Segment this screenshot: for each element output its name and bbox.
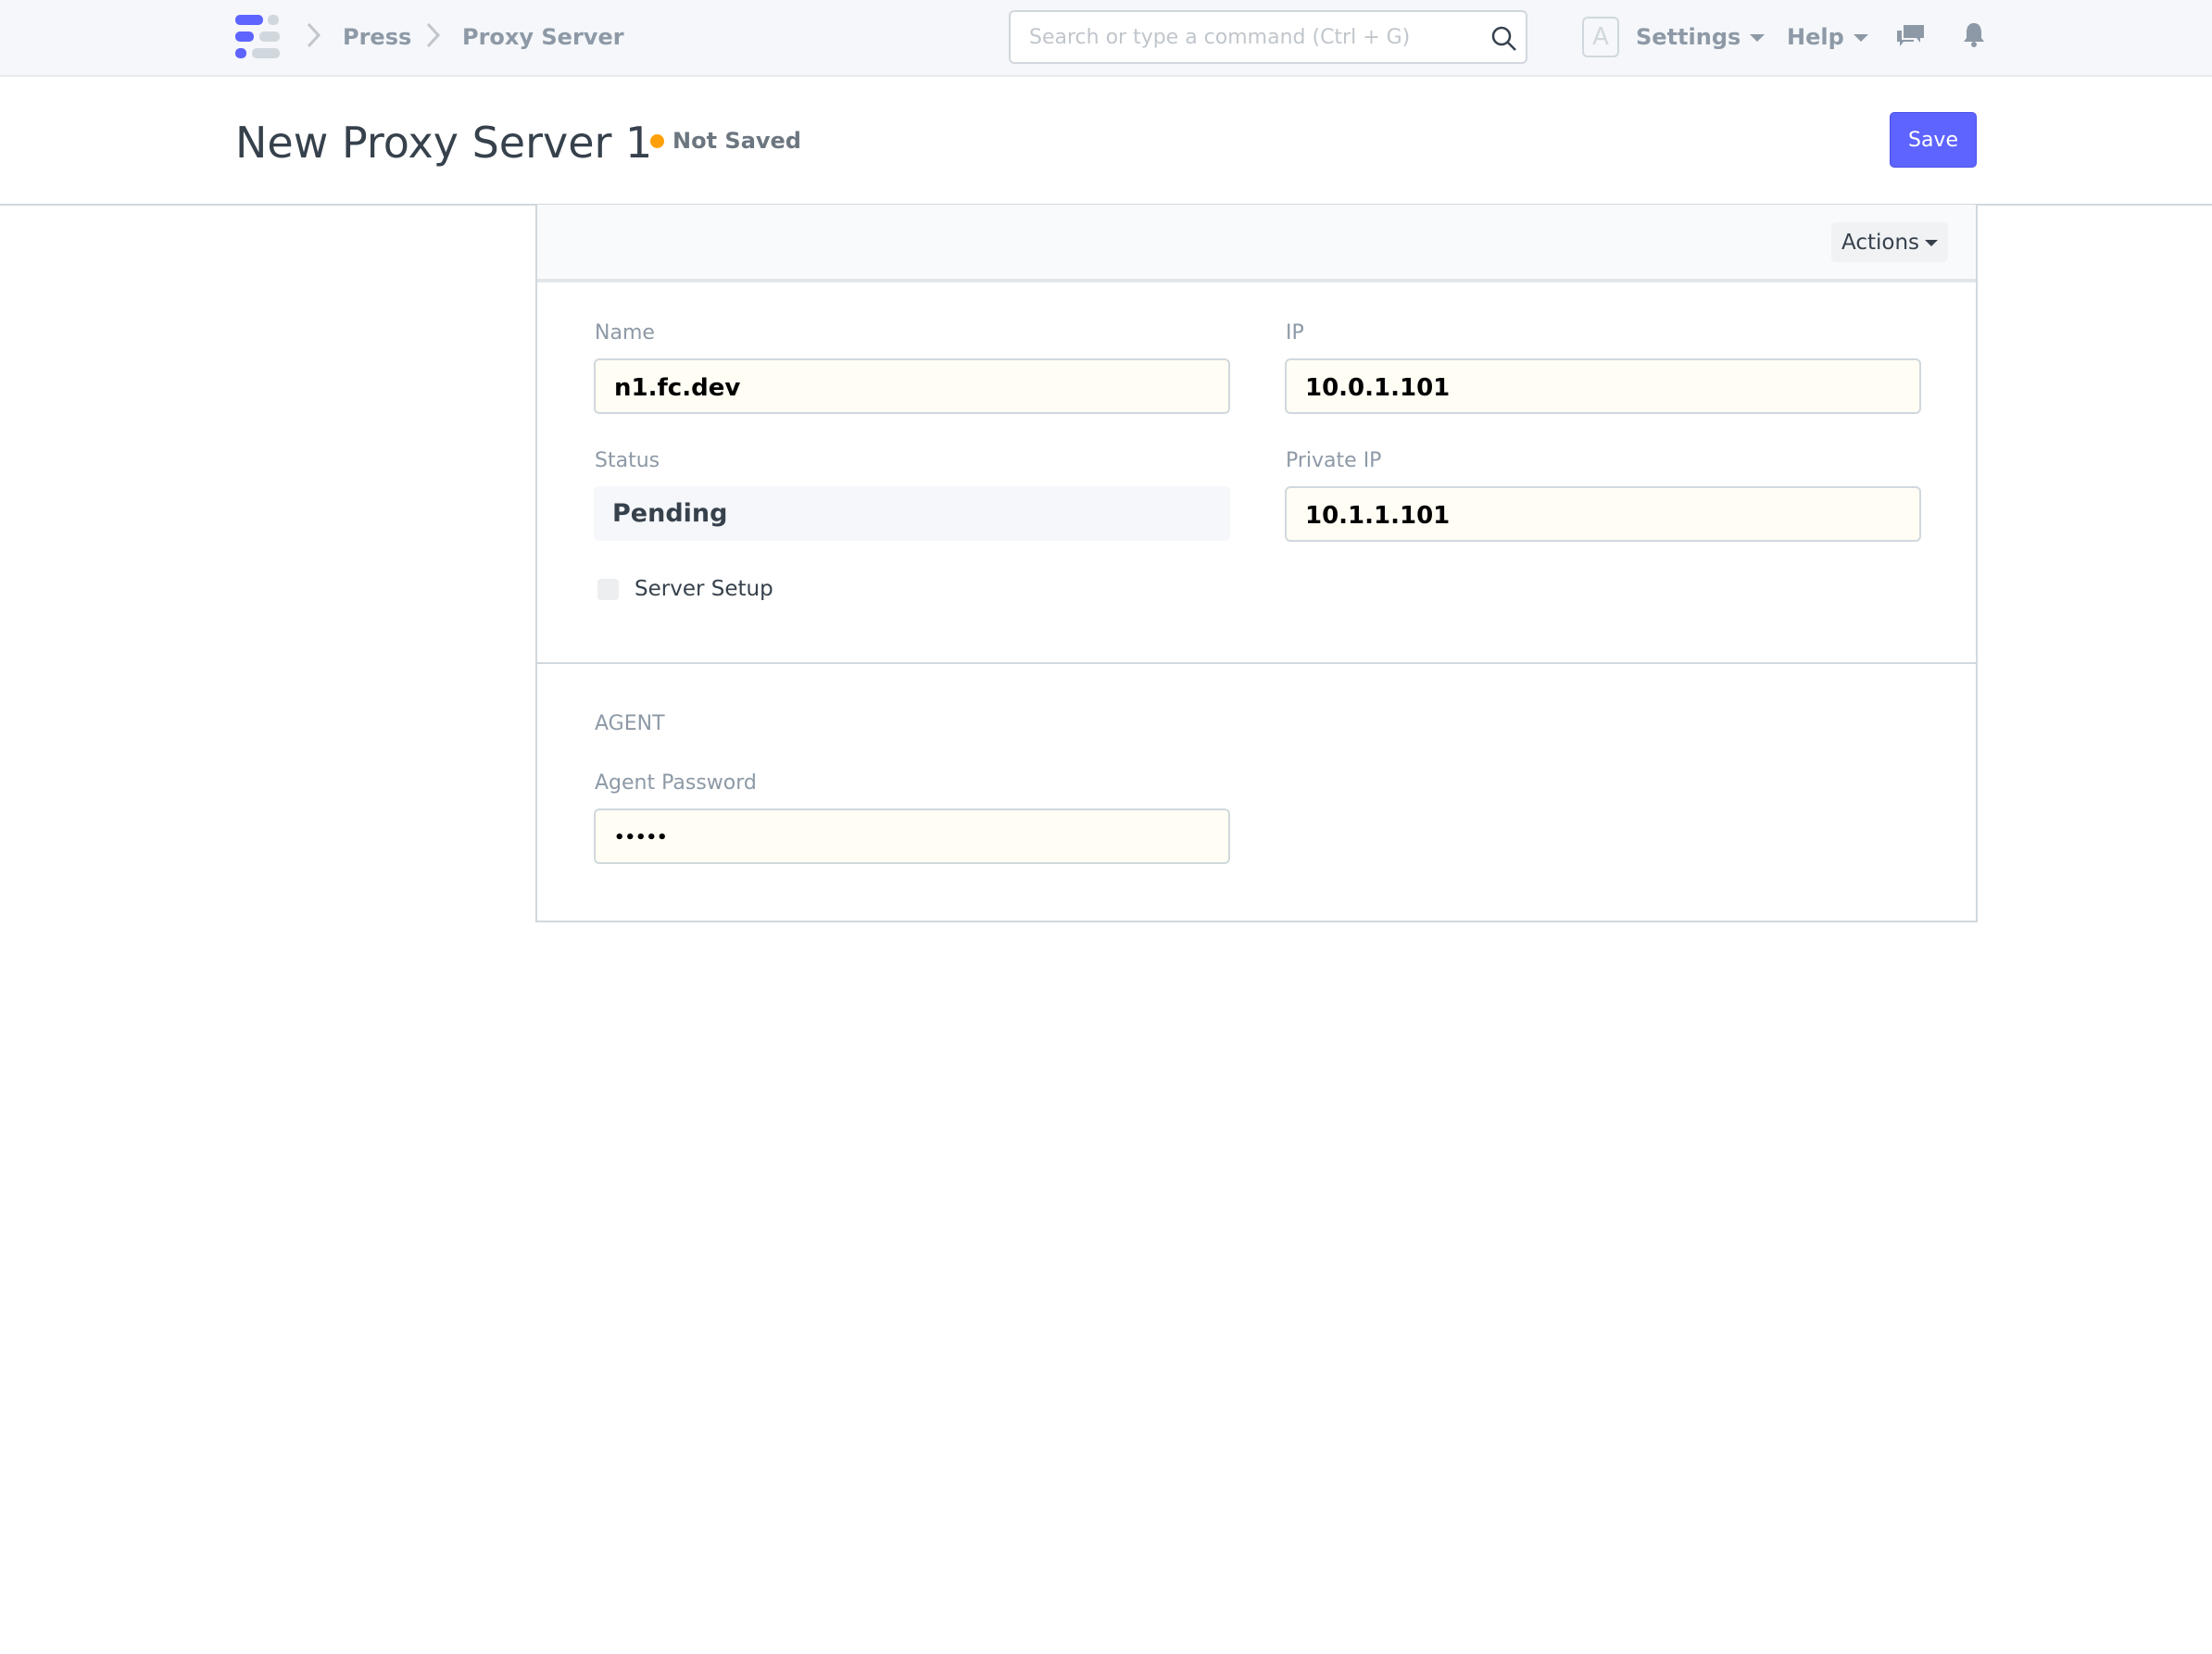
agent-password-label: Agent Password: [595, 771, 757, 795]
status-field: Pending: [594, 486, 1230, 541]
actions-label: Actions: [1841, 230, 1919, 255]
caret-down-icon: [1853, 34, 1868, 42]
settings-menu[interactable]: Settings: [1636, 24, 1766, 50]
status-label: Status: [595, 449, 660, 472]
name-input[interactable]: n1.fc.dev: [594, 358, 1230, 414]
search-input[interactable]: [1029, 12, 1474, 62]
server-setup-label: Server Setup: [635, 577, 773, 601]
caret-down-icon: [1750, 34, 1766, 42]
form-toolbar: Actions: [537, 205, 1976, 282]
name-label: Name: [595, 321, 655, 345]
settings-label: Settings: [1636, 24, 1741, 50]
help-menu[interactable]: Help: [1787, 24, 1868, 50]
search-bar: [1009, 10, 1527, 64]
form-card: Actions Name n1.fc.dev IP 10.0.1.101 Sta…: [535, 205, 1978, 922]
ip-label: IP: [1286, 321, 1304, 345]
page-title: New Proxy Server 1: [235, 118, 653, 168]
avatar[interactable]: A: [1582, 17, 1619, 57]
bell-icon[interactable]: [1962, 21, 1986, 49]
search-icon[interactable]: [1490, 25, 1518, 53]
ip-input[interactable]: 10.0.1.101: [1285, 358, 1921, 414]
agent-section-heading: AGENT: [595, 712, 665, 735]
save-button[interactable]: Save: [1890, 112, 1977, 168]
server-setup-checkbox[interactable]: [597, 579, 619, 600]
chevron-right-icon: [426, 22, 441, 48]
navbar: Press Proxy Server A Settings Help: [0, 0, 2212, 77]
agent-password-input[interactable]: •••••: [594, 808, 1230, 864]
section-divider: [537, 662, 1976, 664]
caret-down-icon: [1925, 239, 1938, 246]
chevron-right-icon: [307, 22, 321, 48]
status-badge: Not Saved: [672, 128, 801, 154]
actions-button[interactable]: Actions: [1831, 222, 1948, 262]
private-ip-input[interactable]: 10.1.1.101: [1285, 486, 1921, 542]
status-indicator-dot: [650, 134, 664, 148]
chat-icon[interactable]: [1895, 22, 1927, 50]
breadcrumb-press[interactable]: Press: [343, 24, 412, 50]
page-header: New Proxy Server 1 Not Saved Save: [0, 77, 2212, 206]
app-logo[interactable]: [235, 15, 282, 61]
help-label: Help: [1787, 24, 1844, 50]
breadcrumb-proxy-server[interactable]: Proxy Server: [462, 24, 624, 50]
private-ip-label: Private IP: [1286, 449, 1382, 472]
